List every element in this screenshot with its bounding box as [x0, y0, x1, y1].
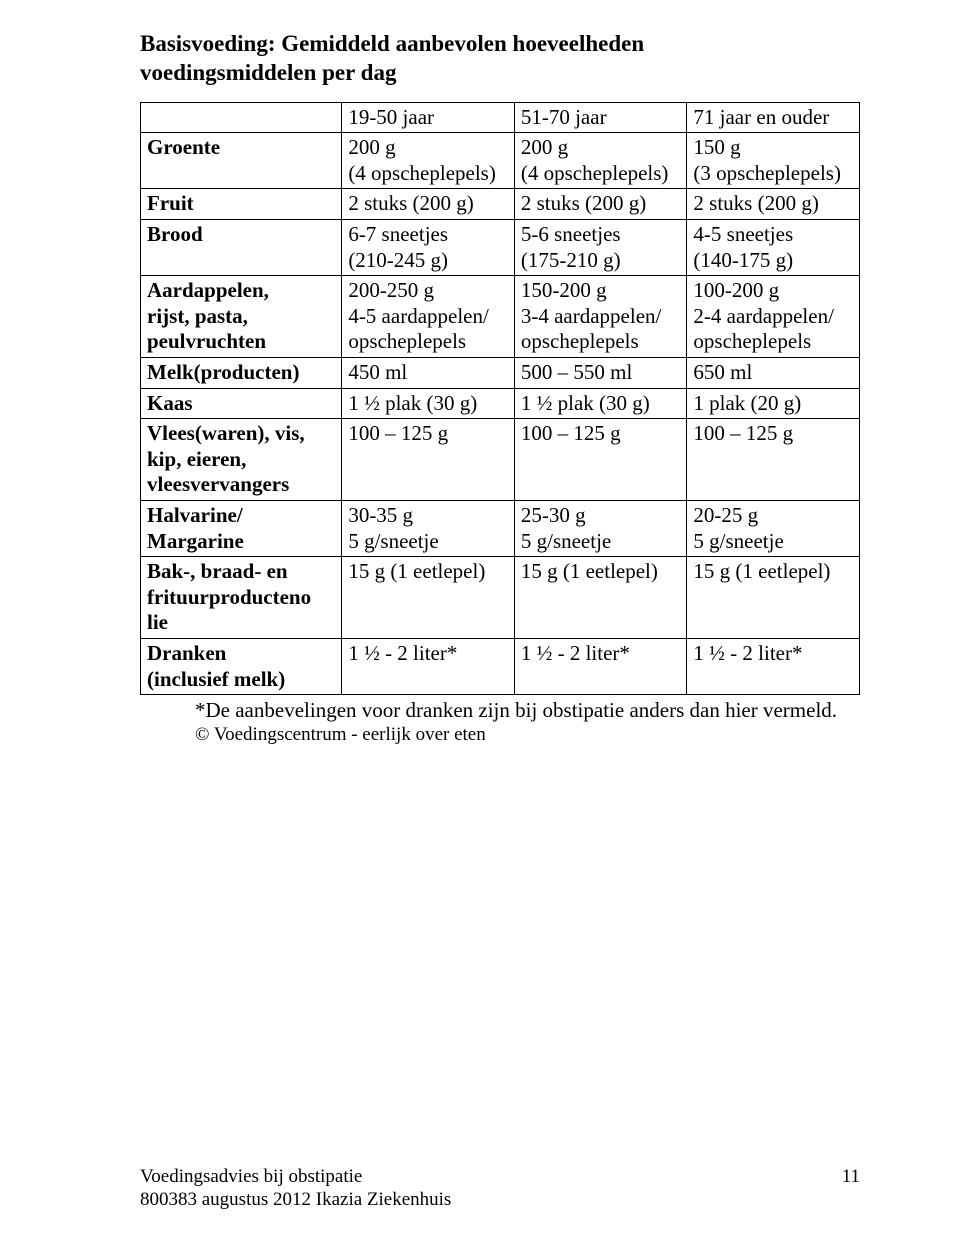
page-title: Basisvoeding: Gemiddeld aanbevolen hoeve…	[140, 30, 860, 88]
title-line-1: Basisvoeding: Gemiddeld aanbevolen hoeve…	[140, 31, 644, 56]
title-line-2: voedingsmiddelen per dag	[140, 60, 396, 85]
cell: 150 g(3 opscheplepels)	[687, 133, 860, 189]
header-col-2: 51-70 jaar	[514, 102, 687, 133]
footer-line-2: 800383 augustus 2012 Ikazia Ziekenhuis	[140, 1189, 451, 1210]
row-label-halvarine: Halvarine/ Margarine	[141, 501, 342, 557]
footer-line-1: Voedingsadvies bij obstipatie	[140, 1166, 362, 1187]
table-header-row: 19-50 jaar 51-70 jaar 71 jaar en ouder	[141, 102, 860, 133]
table-row: Bak-, braad- en frituurproducteno lie 15…	[141, 557, 860, 639]
row-label-vlees: Vlees(waren), vis, kip, eieren, vleesver…	[141, 419, 342, 501]
table-row: Melk(producten) 450 ml 500 – 550 ml 650 …	[141, 357, 860, 388]
header-blank	[141, 102, 342, 133]
cell: 450 ml	[342, 357, 515, 388]
table-row: Dranken (inclusief melk) 1 ½ - 2 liter* …	[141, 639, 860, 695]
cell: 200-250 g4-5 aardappelen/opscheplepels	[342, 276, 515, 358]
table-row: Halvarine/ Margarine 30-35 g5 g/sneetje …	[141, 501, 860, 557]
cell: 650 ml	[687, 357, 860, 388]
cell: 1 ½ plak (30 g)	[514, 388, 687, 419]
row-label-aardappelen: Aardappelen, rijst, pasta, peulvruchten	[141, 276, 342, 358]
cell: 25-30 g5 g/sneetje	[514, 501, 687, 557]
cell: 2 stuks (200 g)	[342, 189, 515, 220]
table-row: Aardappelen, rijst, pasta, peulvruchten …	[141, 276, 860, 358]
cell: 100 – 125 g	[514, 419, 687, 501]
cell: 2 stuks (200 g)	[687, 189, 860, 220]
row-label-fruit: Fruit	[141, 189, 342, 220]
cell: 6-7 sneetjes(210-245 g)	[342, 219, 515, 275]
page-footer: Voedingsadvies bij obstipatie 800383 aug…	[140, 1166, 860, 1212]
cell: 5-6 sneetjes(175-210 g)	[514, 219, 687, 275]
cell: 100 – 125 g	[342, 419, 515, 501]
header-col-1: 19-50 jaar	[342, 102, 515, 133]
cell: 1 ½ plak (30 g)	[342, 388, 515, 419]
row-label-dranken: Dranken (inclusief melk)	[141, 639, 342, 695]
cell: 1 ½ - 2 liter*	[514, 639, 687, 695]
cell: 1 ½ - 2 liter*	[342, 639, 515, 695]
cell: 100-200 g2-4 aardappelen/opscheplepels	[687, 276, 860, 358]
table-row: Fruit 2 stuks (200 g) 2 stuks (200 g) 2 …	[141, 189, 860, 220]
cell: 200 g(4 opscheplepels)	[514, 133, 687, 189]
cell: 15 g (1 eetlepel)	[687, 557, 860, 639]
row-label-melk: Melk(producten)	[141, 357, 342, 388]
table-row: Kaas 1 ½ plak (30 g) 1 ½ plak (30 g) 1 p…	[141, 388, 860, 419]
cell: 4-5 sneetjes(140-175 g)	[687, 219, 860, 275]
cell: 150-200 g3-4 aardappelen/opscheplepels	[514, 276, 687, 358]
cell: 30-35 g5 g/sneetje	[342, 501, 515, 557]
cell: 15 g (1 eetlepel)	[342, 557, 515, 639]
table-row: Brood 6-7 sneetjes(210-245 g) 5-6 sneetj…	[141, 219, 860, 275]
row-label-kaas: Kaas	[141, 388, 342, 419]
cell: 500 – 550 ml	[514, 357, 687, 388]
row-label-brood: Brood	[141, 219, 342, 275]
footnote-text: *De aanbevelingen voor dranken zijn bij …	[195, 697, 860, 723]
cell: 20-25 g5 g/sneetje	[687, 501, 860, 557]
header-col-3: 71 jaar en ouder	[687, 102, 860, 133]
cell: 1 plak (20 g)	[687, 388, 860, 419]
credit-text: © Voedingscentrum - eerlijk over eten	[195, 724, 860, 746]
cell: 200 g(4 opscheplepels)	[342, 133, 515, 189]
cell: 100 – 125 g	[687, 419, 860, 501]
footer-left: Voedingsadvies bij obstipatie 800383 aug…	[140, 1166, 451, 1212]
cell: 2 stuks (200 g)	[514, 189, 687, 220]
nutrition-table: 19-50 jaar 51-70 jaar 71 jaar en ouder G…	[140, 102, 860, 696]
cell: 15 g (1 eetlepel)	[514, 557, 687, 639]
row-label-bak: Bak-, braad- en frituurproducteno lie	[141, 557, 342, 639]
footer-page-number: 11	[842, 1166, 860, 1188]
table-row: Groente 200 g(4 opscheplepels) 200 g(4 o…	[141, 133, 860, 189]
cell: 1 ½ - 2 liter*	[687, 639, 860, 695]
table-row: Vlees(waren), vis, kip, eieren, vleesver…	[141, 419, 860, 501]
row-label-groente: Groente	[141, 133, 342, 189]
